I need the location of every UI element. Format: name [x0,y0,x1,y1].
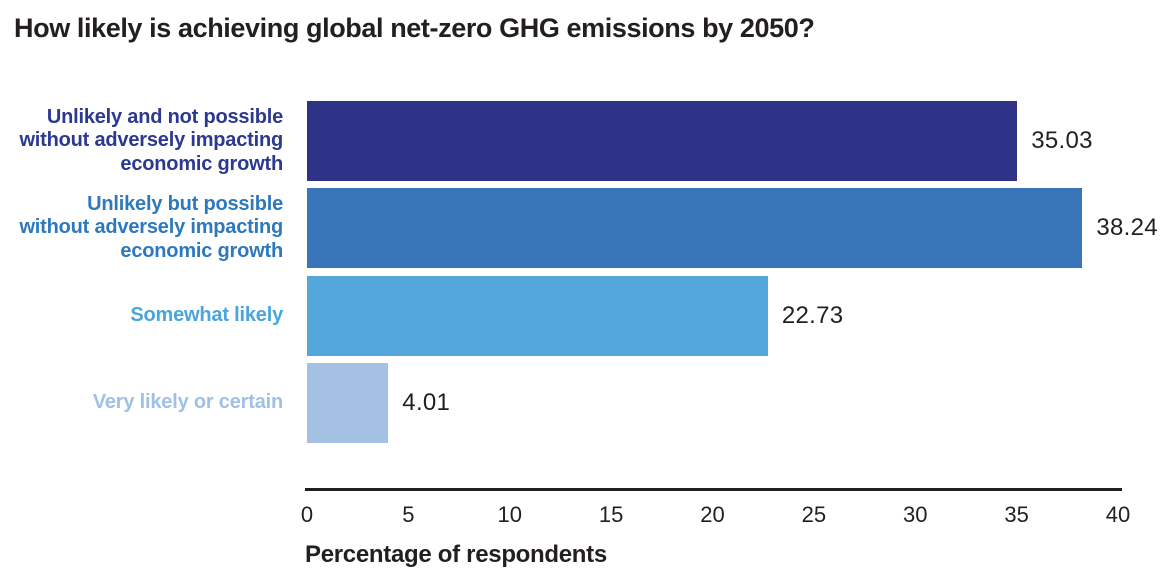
x-tick-label: 5 [402,502,415,527]
x-tick-label: 40 [1105,502,1131,527]
x-tick-label: 25 [801,502,827,527]
x-axis-title: Percentage of respondents [305,541,607,568]
x-tick-label: 35 [1004,502,1029,527]
category-label: Very likely or certain [92,391,283,414]
value-label: 35.03 [1031,127,1093,154]
x-axis-line [305,488,1122,491]
chart-title: How likely is achieving global net-zero … [14,13,815,43]
category-label: Unlikely but possible without adversely … [19,193,283,262]
value-label: 38.24 [1096,214,1158,241]
value-label: 4.01 [402,389,451,416]
x-tick-label: 10 [497,502,522,527]
x-tick-label: 20 [700,502,725,527]
bar [307,188,1083,268]
x-tick-label: 30 [903,502,928,527]
x-tick-label: 0 [300,502,314,527]
value-label: 22.73 [781,302,844,329]
category-label: Unlikely and not possible without advers… [19,106,283,175]
bar [307,363,389,443]
bar [307,276,768,356]
x-tick-label: 15 [598,502,624,527]
bar [307,101,1018,181]
category-label: Somewhat likely [130,304,283,327]
